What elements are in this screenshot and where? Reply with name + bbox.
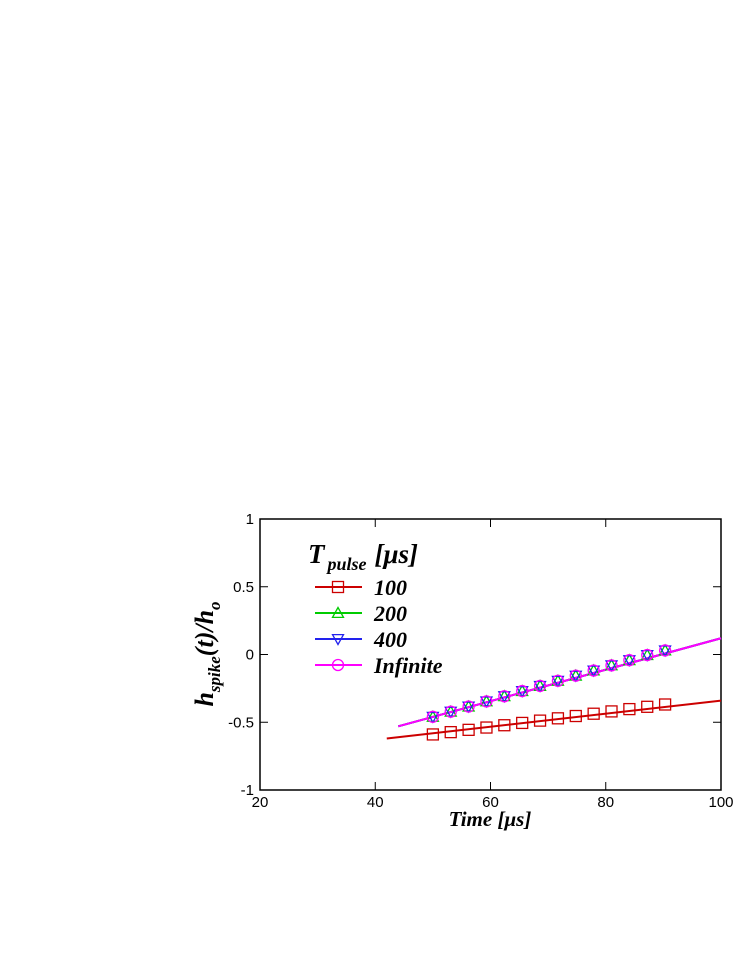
marker [533, 680, 547, 693]
y-label-sub2: o [205, 601, 224, 610]
legend-title-main: T [308, 539, 326, 569]
marker [533, 679, 547, 693]
marker [605, 705, 618, 718]
legend-label: 200 [373, 601, 407, 626]
marker [604, 660, 619, 673]
marker [331, 580, 345, 594]
marker [426, 728, 440, 741]
marker [623, 702, 636, 716]
marker [462, 723, 475, 736]
marker [551, 712, 565, 725]
marker [480, 721, 493, 734]
marker [480, 695, 493, 708]
marker [658, 645, 672, 658]
marker [331, 633, 345, 646]
legend-label: 100 [374, 575, 407, 600]
fit-line [386, 699, 722, 740]
marker [605, 659, 618, 672]
marker [622, 655, 636, 668]
marker [533, 714, 547, 727]
marker [444, 725, 457, 739]
marker [569, 670, 583, 683]
marker [569, 709, 582, 723]
marker [497, 691, 511, 704]
x-label-main: Time [449, 807, 493, 831]
y-tick-label: 1 [246, 511, 254, 528]
x-label-unit: [μs] [497, 807, 531, 831]
marker [641, 700, 654, 713]
x-tick-label: 40 [367, 794, 384, 811]
marker [551, 675, 565, 688]
x-tick-label: 100 [708, 794, 733, 811]
marker [551, 674, 565, 687]
x-tick-label: 80 [597, 794, 614, 811]
legend-label: 400 [373, 627, 407, 652]
marker [479, 696, 494, 709]
marker [641, 648, 654, 662]
marker [658, 644, 672, 657]
y-label-main: h [190, 692, 219, 706]
y-label-sub: spike [205, 656, 224, 693]
x-tick-label: 20 [252, 794, 269, 811]
y-tick-label: -0.5 [228, 714, 254, 731]
marker [587, 707, 600, 720]
marker [444, 706, 458, 719]
marker [331, 658, 345, 672]
legend-label: Infinite [373, 653, 443, 678]
marker [516, 716, 529, 730]
marker [462, 700, 475, 713]
marker [444, 705, 457, 718]
legend-title-sub: pulse [326, 554, 367, 574]
marker [498, 719, 511, 732]
legend-title-unit: [μs] [375, 539, 419, 569]
x-axis-label: Time [μs] [449, 807, 532, 831]
y-tick-label: -1 [241, 782, 254, 799]
marker [426, 711, 440, 724]
marker [461, 701, 476, 714]
marker [587, 665, 601, 678]
marker [498, 690, 511, 703]
marker [640, 649, 654, 662]
y-tick-label: 0 [246, 647, 254, 664]
y-label-mid: (t)/h [190, 610, 219, 656]
marker [658, 698, 672, 711]
marker [331, 606, 345, 619]
marker [623, 654, 636, 667]
y-axis-label: hspike(t)/ho [190, 601, 224, 706]
marker [426, 710, 440, 723]
marker [516, 684, 529, 698]
marker [569, 669, 582, 682]
y-tick-label: 0.5 [233, 579, 254, 596]
x-tick-label: 60 [482, 794, 499, 811]
marker [515, 686, 529, 698]
marker [587, 664, 600, 677]
